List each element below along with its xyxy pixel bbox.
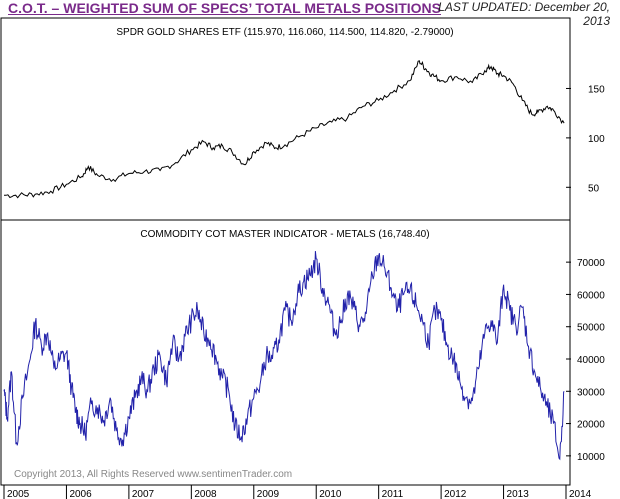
cot-y-tick-label: 20000: [577, 420, 605, 431]
gld-price-line: [3, 60, 565, 199]
x-tick-label: 2014: [569, 489, 592, 499]
x-tick-label: 2007: [132, 489, 155, 499]
price-y-tick-label: 150: [588, 84, 605, 95]
metals-cot-line: [3, 251, 565, 461]
price-y-tick-label: 50: [588, 183, 600, 194]
x-tick-label: 2009: [257, 489, 280, 499]
x-tick-label: 2011: [382, 489, 404, 499]
price-panel-frame: [0, 17, 571, 221]
copyright-text: Copyright 2013, All Rights Reserved www.…: [14, 469, 292, 480]
cot-y-tick-label: 50000: [577, 323, 605, 334]
price-panel-title: SPDR GOLD SHARES ETF (115.970, 116.060, …: [116, 27, 453, 38]
cot-y-tick-label: 30000: [577, 387, 605, 398]
cot-y-tick-label: 40000: [577, 355, 605, 366]
cot-panel-title: COMMODITY COT MASTER INDICATOR - METALS …: [140, 229, 429, 240]
price-y-tick-label: 100: [588, 134, 605, 145]
cot-y-tick-label: 70000: [577, 258, 605, 269]
last-updated-label: LAST UPDATED: December 20, 2013: [410, 0, 610, 28]
x-tick-label: 2012: [444, 489, 467, 499]
last-updated-line-2: 2013: [583, 14, 610, 28]
price-y-axis: 50 100 150: [566, 84, 605, 194]
x-axis: 2005 2006 2007 2008 2009 2010 2011 2012 2013 2014: [3, 485, 592, 499]
x-tick-label: 2010: [319, 489, 342, 499]
cot-y-axis: 10000 20000 30000 40000 50000 60000 70000: [566, 258, 605, 463]
cot-y-tick-label: 10000: [577, 452, 605, 463]
x-tick-label: 2013: [507, 489, 530, 499]
cot-y-tick-label: 60000: [577, 290, 605, 301]
x-tick-label: 2008: [194, 489, 217, 499]
x-tick-label: 2006: [69, 489, 92, 499]
x-tick-label: 2005: [7, 489, 30, 499]
last-updated-line-1: LAST UPDATED: December 20,: [438, 0, 610, 14]
chart-header-title: C.O.T. – WEIGHTED SUM OF SPECS’ TOTAL ME…: [8, 0, 442, 16]
cot-panel-frame: [0, 219, 571, 486]
